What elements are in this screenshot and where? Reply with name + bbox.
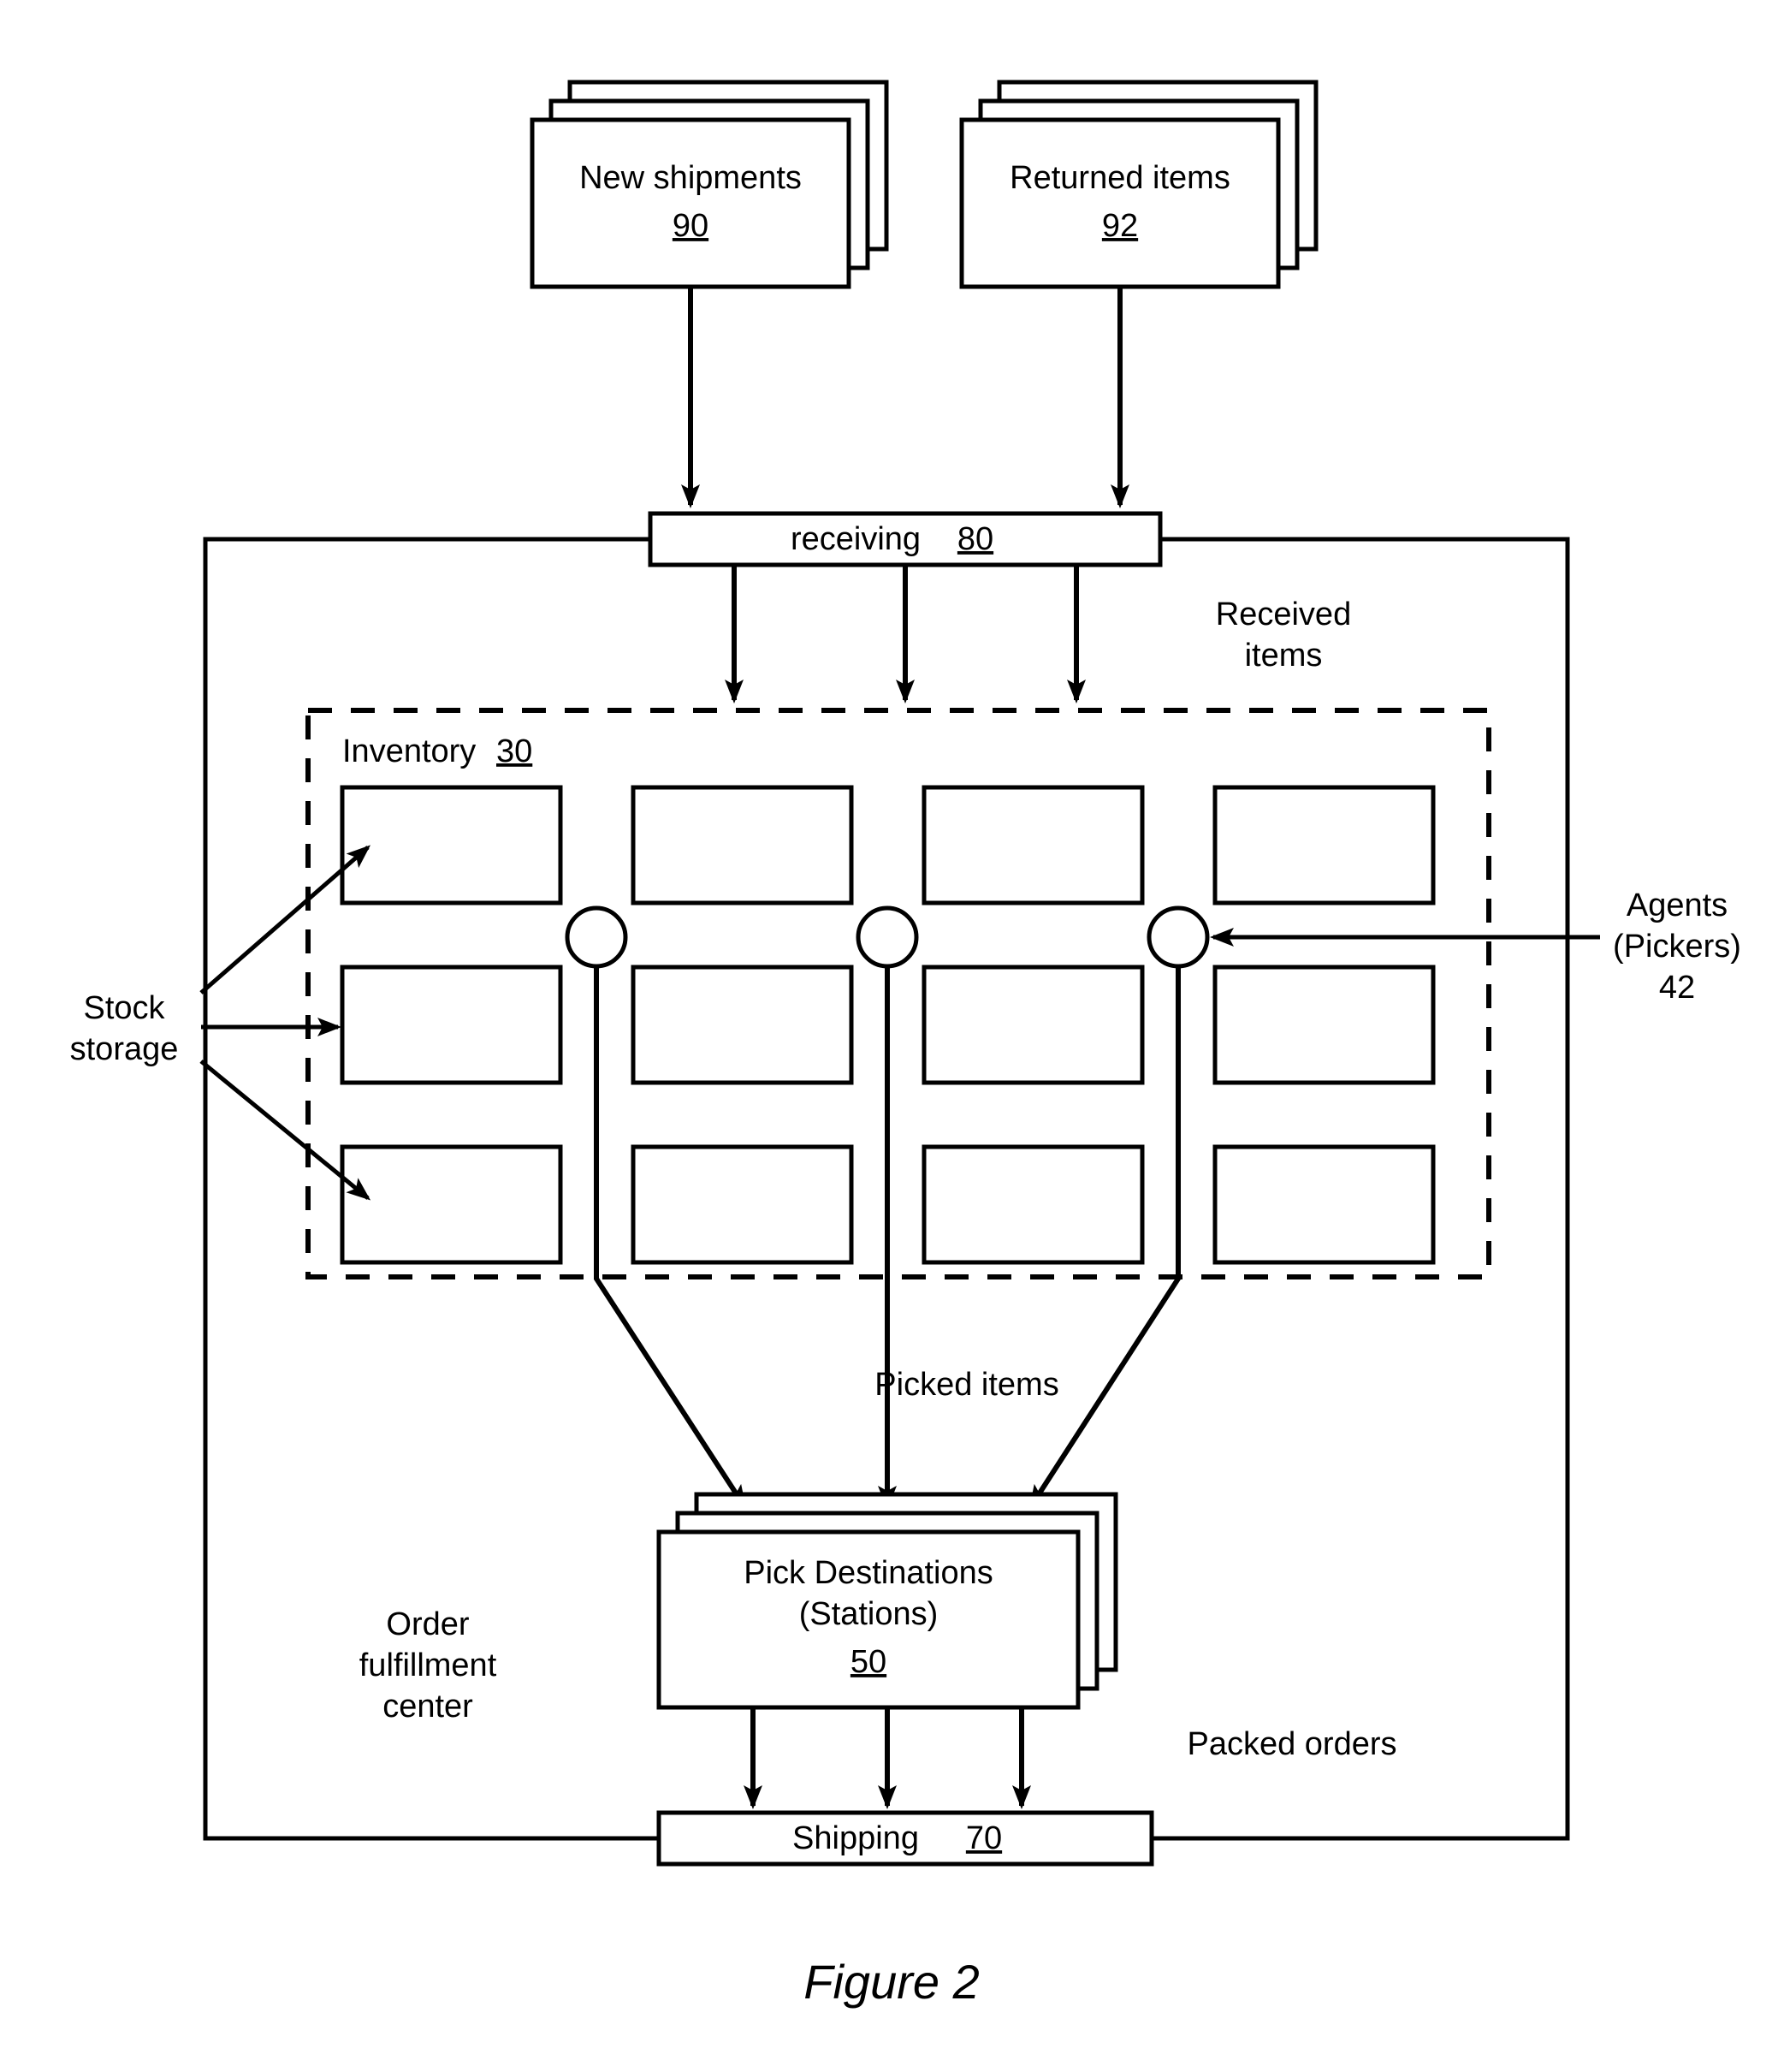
receiving-title: receiving bbox=[791, 521, 921, 557]
new-shipments-stack: New shipments 90 bbox=[532, 82, 886, 287]
agent-circle-2 bbox=[858, 908, 916, 966]
inventory-title: Inventory bbox=[342, 733, 476, 769]
stock-storage-l2: storage bbox=[70, 1031, 179, 1067]
new-shipments-ref: 90 bbox=[673, 208, 708, 244]
pickdest-l1: Pick Destinations bbox=[744, 1555, 993, 1591]
returned-items-title: Returned items bbox=[1010, 160, 1230, 196]
pickdest-ref: 50 bbox=[851, 1644, 886, 1680]
receiving-ref: 80 bbox=[957, 521, 993, 557]
order-center-l3: center bbox=[382, 1689, 473, 1725]
returned-items-ref: 92 bbox=[1102, 208, 1138, 244]
new-shipments-title: New shipments bbox=[579, 160, 802, 196]
agents-l1: Agents bbox=[1627, 888, 1728, 923]
pick-destinations-stack: Pick Destinations (Stations) 50 bbox=[659, 1494, 1116, 1707]
pickdest-l2: (Stations) bbox=[799, 1596, 939, 1632]
picked-items-label: Picked items bbox=[874, 1367, 1058, 1403]
received-items-label1: Received bbox=[1216, 597, 1351, 632]
agent-circle-3 bbox=[1149, 908, 1207, 966]
inventory-ref: 30 bbox=[496, 733, 532, 769]
shipping-title: Shipping bbox=[792, 1820, 919, 1856]
order-center-l2: fulfillment bbox=[359, 1648, 497, 1683]
agents-l2: (Pickers) bbox=[1613, 929, 1741, 965]
packed-orders-label: Packed orders bbox=[1187, 1726, 1396, 1762]
agent-circle-1 bbox=[567, 908, 625, 966]
received-items-label2: items bbox=[1245, 638, 1323, 674]
stock-storage-l1: Stock bbox=[83, 990, 165, 1026]
figure-caption: Figure 2 bbox=[803, 1955, 979, 2009]
order-center-l1: Order bbox=[386, 1606, 469, 1642]
shipping-ref: 70 bbox=[966, 1820, 1002, 1856]
agents-ref: 42 bbox=[1659, 970, 1695, 1006]
returned-items-stack: Returned items 92 bbox=[962, 82, 1316, 287]
